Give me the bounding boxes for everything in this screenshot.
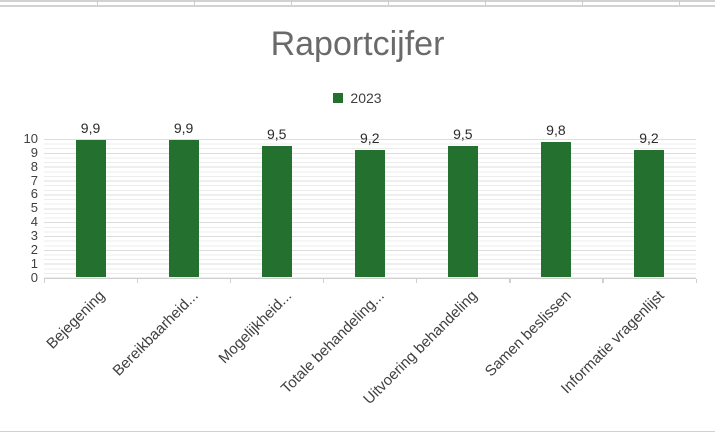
chart-title[interactable]: Raportcijfer [270,25,445,63]
data-label: 9,8 [546,121,566,138]
x-axis-tick [416,279,418,283]
spreadsheet-column-gridline [679,0,681,7]
category-label: Informatie vragenlijst [557,287,668,398]
chart-top-border [0,5,715,7]
category-label: Bejegening [43,287,109,353]
y-axis-label: 8 [30,158,38,174]
y-axis-label: 7 [30,172,38,188]
x-axis-tick [137,279,139,283]
spreadsheet-column-gridline [388,0,390,7]
spreadsheet-column-gridline [194,0,196,7]
bar-totale-behandeling-[interactable] [354,150,385,278]
x-axis-tick [509,279,511,283]
category-label: Mogelijkheid... [215,287,296,368]
legend-series-label: 2023 [350,90,382,106]
chart-bottom-border [0,430,715,432]
x-axis-tick [44,279,46,283]
bar-bereikbaarheid-[interactable] [168,140,199,278]
y-axis-label: 1 [30,255,38,271]
y-axis-label: 3 [30,228,38,244]
spreadsheet-column-gridline [582,0,584,7]
y-axis-label: 2 [30,242,38,258]
category-label: Bereikbaarheid... [109,287,202,380]
x-axis-tick [602,279,604,283]
bar-informatie-vragenlijst[interactable] [633,150,664,278]
category-label: Totale behandeling... [278,287,389,398]
y-axis-label: 9 [30,145,38,161]
data-label: 9,2 [639,130,659,147]
data-label: 9,5 [266,125,287,142]
legend-series-marker [333,93,344,103]
y-axis-label: 5 [30,200,38,216]
x-axis-tick [323,279,325,283]
spreadsheet-column-gridline [291,0,293,7]
data-label: 9,9 [80,120,101,137]
spreadsheet-column-gridline [485,0,487,7]
data-label: 9,5 [453,125,473,142]
data-label: 9,2 [360,130,380,147]
bar-samen-beslissen[interactable] [540,141,571,278]
y-axis-label: 0 [30,269,38,285]
spreadsheet-column-gridline [97,0,99,7]
x-axis-tick [695,279,697,283]
y-axis-label: 4 [30,214,38,230]
bar-bejegening[interactable] [75,140,106,278]
y-axis-label: 10 [23,131,38,147]
chart-legend[interactable]: 2023 [0,90,715,106]
category-label: Samen beslissen [481,287,575,381]
data-label: 9,9 [173,120,194,137]
x-axis-tick [230,279,232,283]
bar-uitvoering-behandeling[interactable] [447,145,478,278]
spreadsheet-row-gridline [0,0,715,2]
bar-mogelijkheid-[interactable] [261,145,292,278]
y-axis-label: 6 [30,186,38,202]
